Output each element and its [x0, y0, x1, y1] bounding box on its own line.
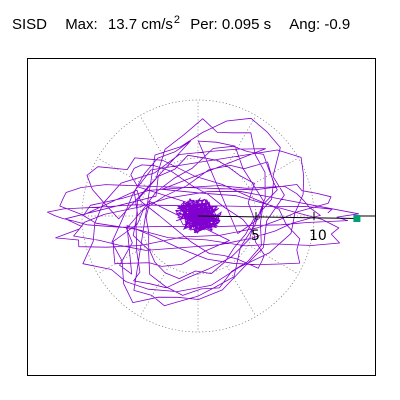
- grid-spoke-9: [139, 266, 170, 317]
- tick-label-1: 5: [251, 228, 260, 244]
- grid-spoke-2: [248, 157, 299, 188]
- period-value: 0.095 s: [221, 16, 272, 33]
- max-marker: [353, 214, 361, 222]
- angle-label: Ang:: [289, 16, 321, 33]
- grid-spoke-5: [139, 115, 170, 166]
- max-value: 13.7: [107, 16, 138, 33]
- angle-value: -0.9: [324, 16, 351, 33]
- plot-frame: [27, 58, 376, 376]
- grid-spoke-3: [226, 115, 257, 166]
- orbit-trace: [47, 117, 359, 307]
- orbit-plot: 5 10: [47, 99, 376, 333]
- station-code: SISD: [12, 16, 48, 33]
- period-label: Per:: [190, 16, 218, 33]
- max-label: Max:: [65, 16, 98, 33]
- grid-spoke-6: [97, 157, 148, 188]
- chart-header: SISD Max: 13.7 cm/s2 Per: 0.095 s Ang: -…: [12, 14, 351, 33]
- max-unit-exponent: 2: [173, 14, 181, 26]
- tick-label-2: 10: [309, 228, 327, 244]
- max-unit: cm/s: [141, 16, 173, 33]
- grid-spoke-11: [226, 266, 257, 317]
- grid-spoke-12: [248, 244, 299, 275]
- grid-spoke-8: [97, 244, 148, 275]
- max-vector-line: [197, 215, 357, 219]
